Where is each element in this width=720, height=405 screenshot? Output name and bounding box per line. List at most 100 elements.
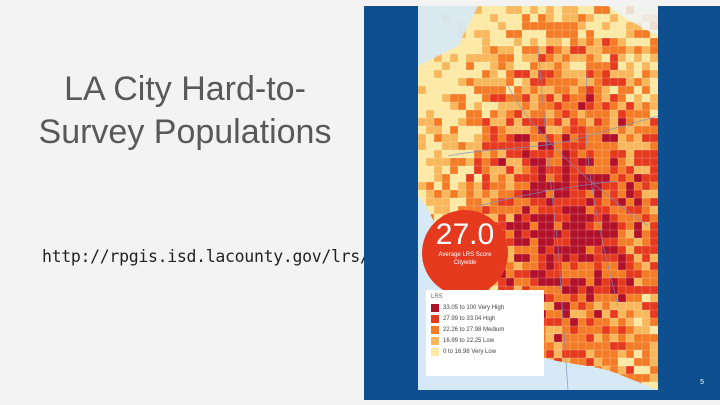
average-score-label: Average LRS Score Citywide bbox=[438, 252, 492, 266]
map-tract bbox=[641, 125, 651, 135]
map-tract bbox=[625, 189, 635, 199]
map-tract bbox=[641, 325, 651, 335]
map-tract bbox=[513, 77, 523, 87]
map-tract bbox=[505, 277, 515, 287]
map-tract bbox=[609, 181, 619, 191]
map-tract bbox=[569, 53, 579, 63]
map-tract bbox=[625, 149, 635, 159]
map-tract bbox=[601, 77, 611, 87]
map-tract bbox=[465, 133, 475, 143]
map-tract bbox=[521, 21, 531, 31]
legend-item: 0 to 16.98 Very Low bbox=[431, 346, 539, 357]
map-tract bbox=[521, 237, 531, 247]
map-tract bbox=[569, 245, 579, 255]
map-tract bbox=[577, 197, 587, 207]
map-tract bbox=[553, 6, 563, 15]
map-tract bbox=[553, 69, 563, 79]
map-tract bbox=[601, 357, 611, 367]
map-tract bbox=[593, 269, 603, 279]
map-tract bbox=[617, 37, 627, 47]
map-tract bbox=[561, 109, 571, 119]
map-tract bbox=[633, 205, 643, 215]
map-tract bbox=[561, 149, 571, 159]
map-tract bbox=[529, 173, 539, 183]
map-tract bbox=[569, 317, 579, 327]
map-tract bbox=[601, 325, 611, 335]
map-tract bbox=[433, 157, 443, 167]
map-tract bbox=[497, 117, 507, 127]
map-tract bbox=[545, 45, 555, 55]
map-tract bbox=[609, 205, 619, 215]
map-tract bbox=[425, 189, 435, 199]
map-tract bbox=[585, 293, 595, 303]
map-tract bbox=[601, 181, 611, 191]
map-tract bbox=[617, 333, 627, 343]
map-tract bbox=[601, 349, 611, 359]
map-tract bbox=[465, 117, 475, 127]
source-url[interactable]: http://rpgis.isd.lacounty.gov/lrs/ bbox=[42, 247, 370, 266]
map-tract bbox=[553, 45, 563, 55]
map-tract bbox=[625, 197, 635, 207]
map-tract bbox=[481, 173, 491, 183]
map-tract bbox=[625, 125, 635, 135]
map-tract bbox=[553, 61, 563, 71]
map-tract bbox=[545, 29, 555, 39]
map-tract bbox=[553, 85, 563, 95]
map-tract bbox=[537, 45, 547, 55]
map-tract bbox=[561, 333, 571, 343]
map-tract bbox=[418, 157, 427, 167]
map-tract bbox=[457, 173, 467, 183]
map-tract bbox=[577, 189, 587, 199]
map-tract bbox=[641, 157, 651, 167]
map-tract bbox=[457, 77, 467, 87]
map-tract bbox=[633, 181, 643, 191]
map-tract bbox=[449, 141, 459, 151]
map-tract bbox=[553, 93, 563, 103]
map-tract bbox=[569, 61, 579, 71]
map-tract bbox=[649, 269, 658, 279]
map-tract bbox=[418, 69, 427, 79]
map-tract bbox=[609, 29, 619, 39]
map-tract bbox=[649, 309, 658, 319]
map-tract bbox=[625, 357, 635, 367]
map-tract bbox=[649, 85, 658, 95]
map-tract bbox=[641, 205, 651, 215]
map-tract bbox=[489, 61, 499, 71]
map-tract bbox=[505, 61, 515, 71]
map-tract bbox=[473, 85, 483, 95]
map-tract bbox=[625, 165, 635, 175]
map-tract bbox=[561, 261, 571, 271]
map-tract bbox=[649, 301, 658, 311]
map-tract bbox=[569, 341, 579, 351]
map-tract bbox=[641, 309, 651, 319]
average-score-badge: 27.0 Average LRS Score Citywide bbox=[422, 210, 508, 296]
map-tract bbox=[457, 181, 467, 191]
map-tract bbox=[625, 229, 635, 239]
map-tract bbox=[601, 85, 611, 95]
map-tract bbox=[537, 157, 547, 167]
map-tract bbox=[545, 221, 555, 231]
map-tract bbox=[577, 157, 587, 167]
map-tract bbox=[537, 37, 547, 47]
map-tract bbox=[609, 117, 619, 127]
legend-label: 22.26 to 27.98 Medium bbox=[443, 326, 505, 333]
map-tract bbox=[537, 6, 547, 15]
map-tract bbox=[441, 165, 451, 175]
map-tract bbox=[545, 269, 555, 279]
map-tract bbox=[585, 253, 595, 263]
map-tract bbox=[649, 349, 658, 359]
map-tract bbox=[481, 37, 491, 47]
legend-swatch bbox=[431, 325, 439, 334]
map-tract bbox=[617, 53, 627, 63]
map-tract bbox=[569, 293, 579, 303]
map-tract bbox=[473, 77, 483, 87]
map-tract bbox=[449, 133, 459, 143]
map-tract bbox=[617, 253, 627, 263]
map-tract bbox=[465, 157, 475, 167]
map-tract bbox=[577, 53, 587, 63]
map-tract bbox=[505, 165, 515, 175]
map-tract bbox=[537, 29, 547, 39]
map-tract bbox=[585, 45, 595, 55]
map-tract bbox=[441, 157, 451, 167]
map-tract bbox=[609, 157, 619, 167]
